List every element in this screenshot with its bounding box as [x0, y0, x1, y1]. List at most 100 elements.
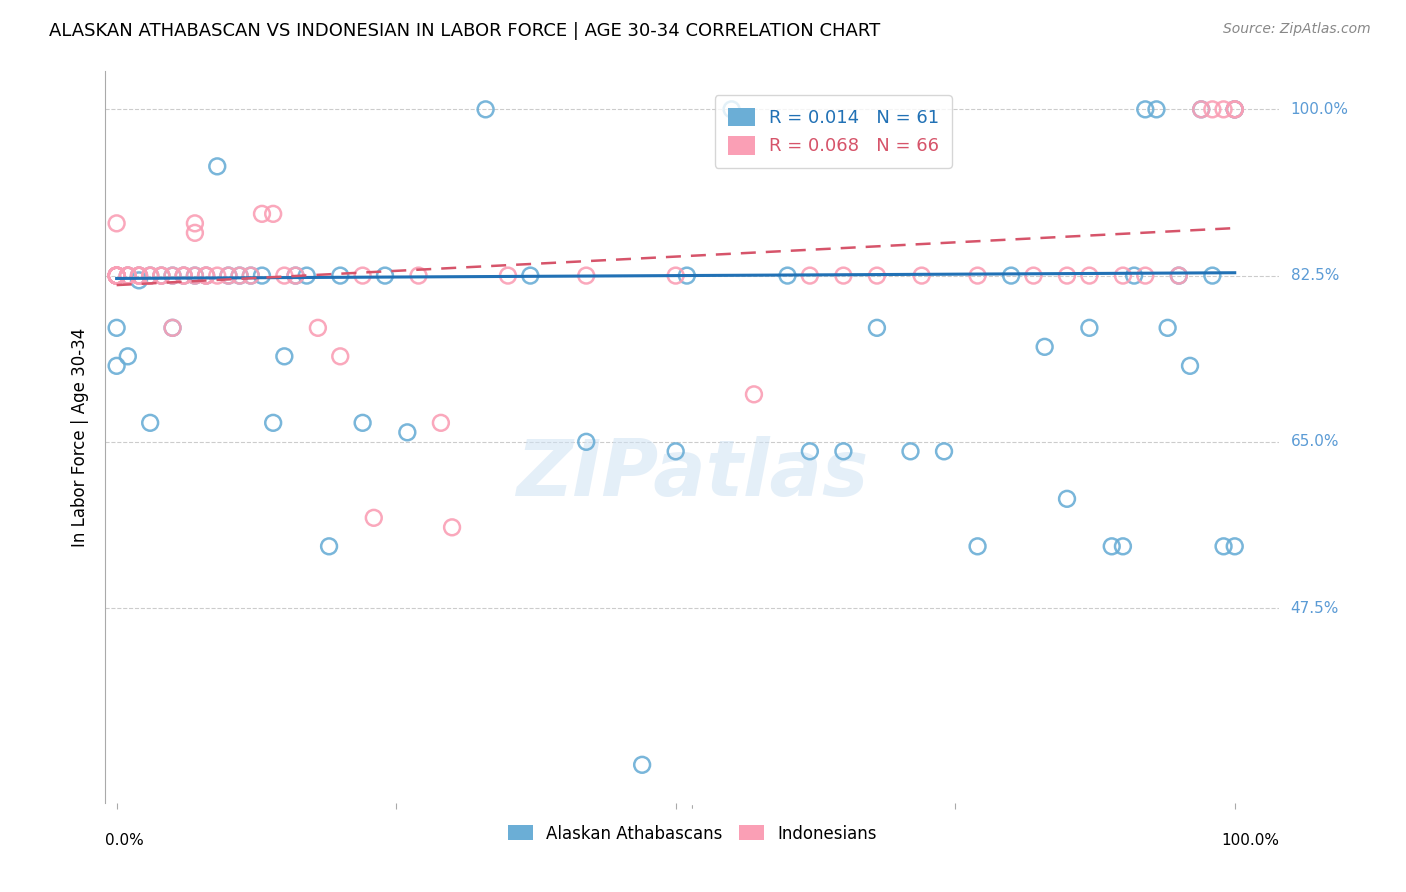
Point: [1112, 539, 1135, 553]
Point: [720, 103, 742, 117]
Point: [184, 216, 207, 230]
Point: [139, 416, 162, 430]
Point: [1167, 268, 1189, 283]
Point: [105, 268, 128, 283]
Point: [352, 416, 374, 430]
Point: [1201, 268, 1223, 283]
Point: [352, 268, 374, 283]
Point: [1201, 103, 1223, 117]
Point: [1178, 359, 1201, 373]
Point: [866, 268, 889, 283]
Point: [105, 268, 128, 283]
Point: [932, 444, 955, 458]
Point: [239, 268, 262, 283]
Point: [329, 268, 352, 283]
Point: [273, 268, 295, 283]
Point: [207, 159, 229, 173]
Point: [900, 444, 922, 458]
Point: [139, 268, 162, 283]
Point: [1223, 103, 1246, 117]
Point: [1056, 491, 1078, 506]
Point: [262, 207, 284, 221]
Point: [162, 321, 184, 335]
Point: [1223, 103, 1246, 117]
Point: [799, 444, 821, 458]
Point: [676, 268, 699, 283]
Point: [128, 268, 150, 283]
Point: [228, 268, 250, 283]
Point: [105, 268, 128, 283]
Point: [139, 268, 162, 283]
Point: [1223, 539, 1246, 553]
Point: [105, 268, 128, 283]
Point: [128, 268, 150, 283]
Point: [329, 349, 352, 363]
Point: [150, 268, 173, 283]
Point: [105, 268, 128, 283]
Point: [228, 268, 250, 283]
Text: 100.0%: 100.0%: [1222, 833, 1279, 848]
Point: [173, 268, 195, 283]
Point: [239, 268, 262, 283]
Point: [441, 520, 464, 534]
Point: [105, 268, 128, 283]
Point: [1033, 340, 1056, 354]
Y-axis label: In Labor Force | Age 30-34: In Labor Force | Age 30-34: [70, 327, 89, 547]
Point: [1135, 268, 1157, 283]
Point: [117, 268, 139, 283]
Point: [150, 268, 173, 283]
Point: [911, 268, 934, 283]
Point: [262, 416, 284, 430]
Point: [105, 268, 128, 283]
Point: [665, 444, 688, 458]
Point: [866, 321, 889, 335]
Point: [1212, 539, 1234, 553]
Point: [1167, 268, 1189, 283]
Point: [1146, 103, 1168, 117]
Point: [474, 103, 496, 117]
Point: [284, 268, 307, 283]
Point: [496, 268, 519, 283]
Point: [105, 321, 128, 335]
Point: [250, 207, 273, 221]
Point: [184, 268, 207, 283]
Point: [273, 349, 295, 363]
Point: [217, 268, 239, 283]
Point: [742, 387, 765, 401]
Point: [1112, 268, 1135, 283]
Text: ALASKAN ATHABASCAN VS INDONESIAN IN LABOR FORCE | AGE 30-34 CORRELATION CHART: ALASKAN ATHABASCAN VS INDONESIAN IN LABO…: [49, 22, 880, 40]
Point: [105, 268, 128, 283]
Point: [1101, 539, 1123, 553]
Text: 82.5%: 82.5%: [1291, 268, 1339, 283]
Point: [284, 268, 307, 283]
Point: [195, 268, 218, 283]
Point: [966, 539, 988, 553]
Point: [117, 349, 139, 363]
Point: [1189, 103, 1212, 117]
Point: [1223, 103, 1246, 117]
Text: 47.5%: 47.5%: [1291, 600, 1339, 615]
Point: [162, 268, 184, 283]
Text: ZIPatlas: ZIPatlas: [516, 435, 869, 512]
Point: [195, 268, 218, 283]
Text: 0.0%: 0.0%: [105, 833, 145, 848]
Point: [832, 444, 855, 458]
Point: [105, 359, 128, 373]
Point: [631, 757, 654, 772]
Point: [250, 268, 273, 283]
Point: [318, 539, 340, 553]
Point: [117, 268, 139, 283]
Point: [105, 268, 128, 283]
Point: [128, 268, 150, 283]
Point: [1223, 103, 1246, 117]
Point: [575, 434, 598, 449]
Point: [430, 416, 453, 430]
Point: [162, 268, 184, 283]
Point: [966, 268, 988, 283]
Point: [374, 268, 396, 283]
Point: [207, 268, 229, 283]
Point: [1000, 268, 1022, 283]
Point: [173, 268, 195, 283]
Point: [105, 216, 128, 230]
Text: 100.0%: 100.0%: [1291, 102, 1348, 117]
